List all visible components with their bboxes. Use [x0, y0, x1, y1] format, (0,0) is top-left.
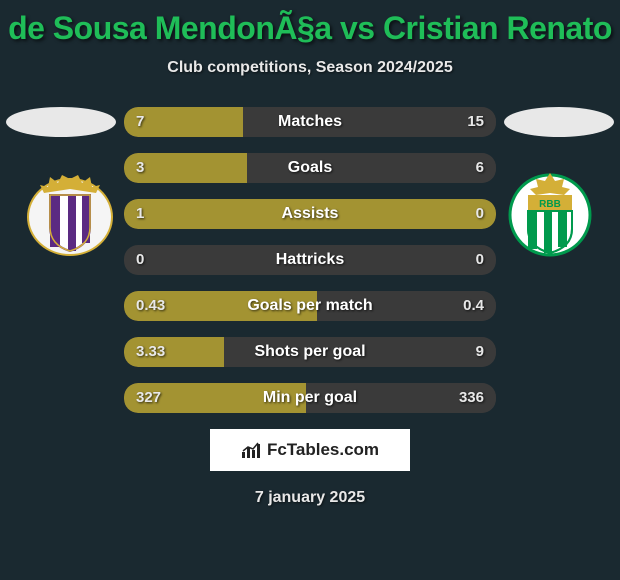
stat-row: Goals per match0.43 0.4 [124, 291, 496, 321]
club-crest-right: RBB [500, 167, 600, 257]
stat-row: Matches7 15 [124, 107, 496, 137]
stat-value-left: 0.43 [136, 291, 165, 321]
player-ellipse-right [504, 107, 614, 137]
brand-label: FcTables.com [267, 440, 379, 460]
stat-row: Shots per goal3.33 9 [124, 337, 496, 367]
stat-label: Matches [124, 107, 496, 137]
stat-value-left: 327 [136, 383, 161, 413]
stat-value-right: 9 [476, 337, 484, 367]
stat-value-right: 0.4 [463, 291, 484, 321]
stat-value-right: 15 [467, 107, 484, 137]
stat-label: Goals per match [124, 291, 496, 321]
player-ellipse-left [6, 107, 116, 137]
subtitle: Club competitions, Season 2024/2025 [0, 59, 620, 77]
stat-value-right: 336 [459, 383, 484, 413]
valladolid-crest-icon [20, 167, 120, 257]
club-crest-left [20, 167, 120, 257]
stat-value-left: 1 [136, 199, 144, 229]
stat-value-right: 6 [476, 153, 484, 183]
chart-icon [241, 442, 261, 458]
stat-row: Hattricks0 0 [124, 245, 496, 275]
stat-label: Goals [124, 153, 496, 183]
stat-row: Assists1 0 [124, 199, 496, 229]
stat-label: Shots per goal [124, 337, 496, 367]
stat-label: Assists [124, 199, 496, 229]
stats-list: Matches715Goals36Assists10Hattricks00Goa… [124, 107, 496, 413]
svg-text:RBB: RBB [539, 199, 561, 210]
stat-value-right: 0 [476, 199, 484, 229]
comparison-content: RBB Matches715Goals36Assists10Hattricks0… [0, 107, 620, 413]
date-label: 7 january 2025 [0, 489, 620, 507]
stat-row: Min per goal327 336 [124, 383, 496, 413]
stat-row: Goals3 6 [124, 153, 496, 183]
stat-label: Min per goal [124, 383, 496, 413]
stat-value-left: 3 [136, 153, 144, 183]
stat-label: Hattricks [124, 245, 496, 275]
betis-crest-icon: RBB [500, 167, 600, 257]
page-title: de Sousa MendonÃ§a vs Cristian Renato [0, 0, 620, 47]
stat-value-right: 0 [476, 245, 484, 275]
stat-value-left: 0 [136, 245, 144, 275]
stat-value-left: 7 [136, 107, 144, 137]
brand-box: FcTables.com [210, 429, 410, 471]
stat-value-left: 3.33 [136, 337, 165, 367]
